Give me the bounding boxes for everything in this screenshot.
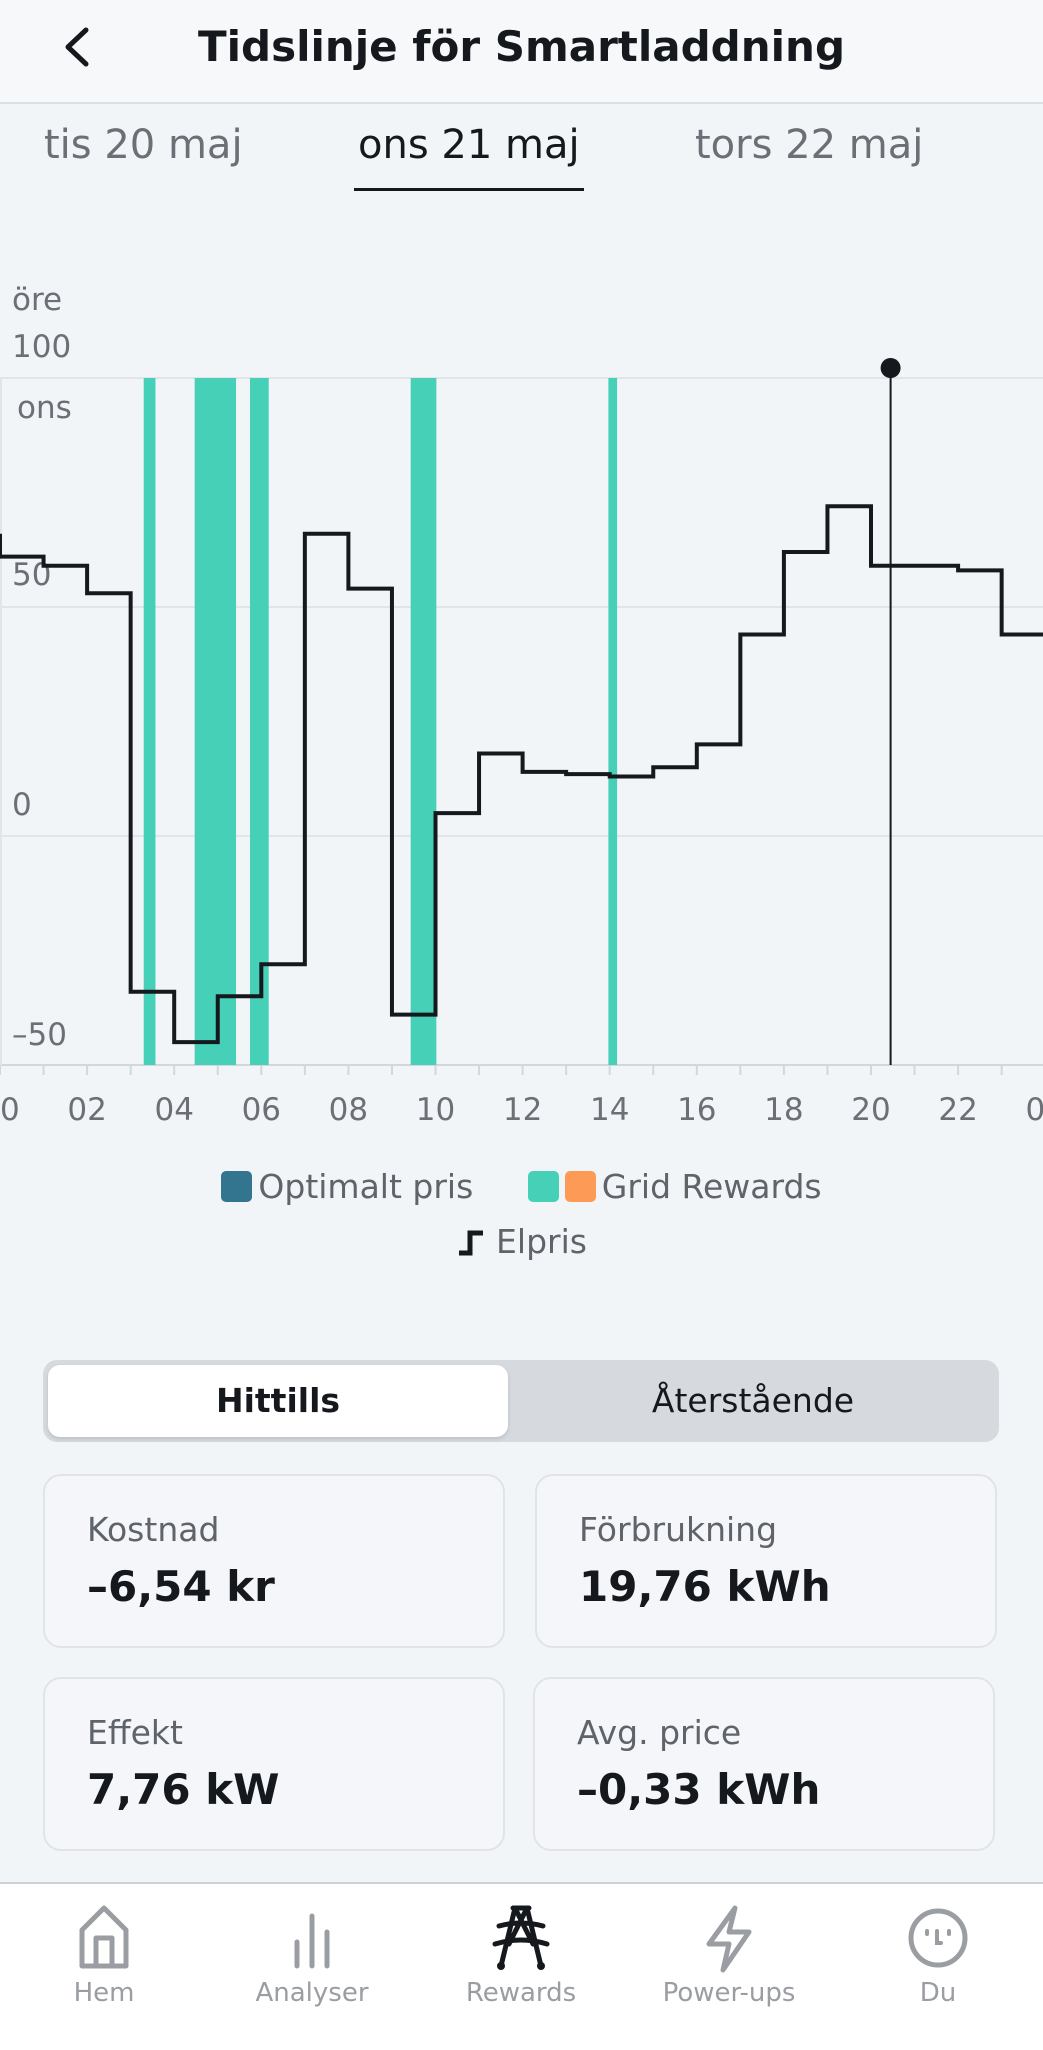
nav-label: Rewards [465, 1978, 577, 2008]
nav-label: Power-ups [662, 1978, 796, 2008]
legend-grid-rewards: Grid Rewards [601, 1167, 822, 1206]
day-label: ons [17, 390, 72, 426]
nav-label: Analyser [255, 1978, 369, 2008]
home-icon [79, 1905, 129, 1969]
x-tick-label: 06 [242, 1092, 281, 1128]
x-tick-label: 00 [0, 1092, 20, 1128]
lightning-icon [706, 1905, 752, 1973]
tab-tis-20-maj[interactable]: tis 20 maj [44, 122, 243, 168]
chevron-left-icon[interactable] [58, 22, 98, 72]
y-axis-label: öre [12, 282, 62, 318]
grid-rewards-orange-swatch [564, 1171, 596, 1202]
header: Tidslinje för Smartladdning [0, 0, 1043, 104]
x-tick-label: 18 [764, 1092, 803, 1128]
nav-du[interactable]: Du [838, 1884, 1038, 2050]
step-line-icon [459, 1230, 484, 1256]
nav-hem[interactable]: Hem [4, 1884, 204, 2050]
x-tick-label: 16 [677, 1092, 716, 1128]
card-value: 19,76 kWh [579, 1562, 831, 1611]
y-tick-label: 0 [12, 787, 32, 823]
card-forbrukning: Förbrukning 19,76 kWh [535, 1474, 997, 1648]
price-chart[interactable]: 100500–50öreons0002040608101214161820220… [0, 250, 1043, 1130]
legend-row-2: Elpris [0, 1222, 1043, 1261]
x-tick-label: 20 [851, 1092, 890, 1128]
legend-elpris: Elpris [496, 1222, 587, 1261]
card-effekt: Effekt 7,76 kW [43, 1677, 505, 1851]
grid-reward-bar [194, 378, 237, 1065]
nav-analyser[interactable]: Analyser [212, 1884, 412, 2050]
grid-reward-bar [249, 378, 269, 1065]
nav-rewards[interactable]: Rewards [421, 1884, 621, 2050]
bottom-nav: Hem Analyser Rewards Power-ups Du [0, 1882, 1043, 2050]
x-tick-label: 10 [416, 1092, 455, 1128]
x-tick-label: 00 [1025, 1092, 1043, 1128]
card-label: Förbrukning [579, 1510, 778, 1549]
nav-label: Du [919, 1978, 957, 2008]
y-tick-label: –50 [12, 1017, 67, 1053]
elpris-step-line [0, 504, 1043, 1045]
legend: Optimalt pris Grid Rewards [0, 1167, 1043, 1206]
tab-ons-21-maj[interactable]: ons 21 maj [354, 122, 584, 191]
bar-chart-icon [294, 1913, 330, 1969]
card-label: Effekt [87, 1713, 183, 1752]
tab-tors-22-maj[interactable]: tors 22 maj [695, 122, 924, 168]
cursor-handle [880, 358, 901, 378]
legend-optimalt-pris: Optimalt pris [258, 1167, 474, 1206]
optimalt-pris-swatch [221, 1171, 253, 1202]
card-label: Avg. price [577, 1713, 742, 1752]
card-value: –6,54 kr [87, 1562, 275, 1611]
x-tick-label: 08 [329, 1092, 368, 1128]
card-label: Kostnad [87, 1510, 220, 1549]
page-title: Tidslinje för Smartladdning [197, 22, 846, 71]
grid-rewards-green-swatch [527, 1171, 559, 1202]
grid-reward-bar [608, 378, 618, 1065]
nav-power-ups[interactable]: Power-ups [629, 1884, 829, 2050]
date-tabs: tis 20 maj ons 21 maj tors 22 maj [0, 122, 1043, 192]
grid-reward-bar [143, 378, 156, 1065]
card-kostnad: Kostnad –6,54 kr [43, 1474, 505, 1648]
y-tick-label: 100 [12, 329, 71, 365]
nav-label: Hem [73, 1978, 135, 2008]
segment-hittills[interactable]: Hittills [48, 1365, 508, 1437]
card-value: –0,33 kWh [577, 1765, 821, 1814]
power-tower-icon [492, 1905, 550, 1970]
x-tick-label: 22 [938, 1092, 977, 1128]
x-tick-label: 14 [590, 1092, 629, 1128]
x-tick-label: 04 [154, 1092, 193, 1128]
x-tick-label: 12 [503, 1092, 542, 1128]
card-avg-price: Avg. price –0,33 kWh [533, 1677, 995, 1851]
card-value: 7,76 kW [87, 1765, 280, 1814]
segment-aterstaende[interactable]: Återstående [651, 1381, 855, 1420]
face-icon [908, 1908, 968, 1968]
period-segmented-control: Hittills Återstående [43, 1360, 999, 1442]
grid-reward-bar [410, 378, 437, 1065]
x-tick-label: 02 [67, 1092, 106, 1128]
